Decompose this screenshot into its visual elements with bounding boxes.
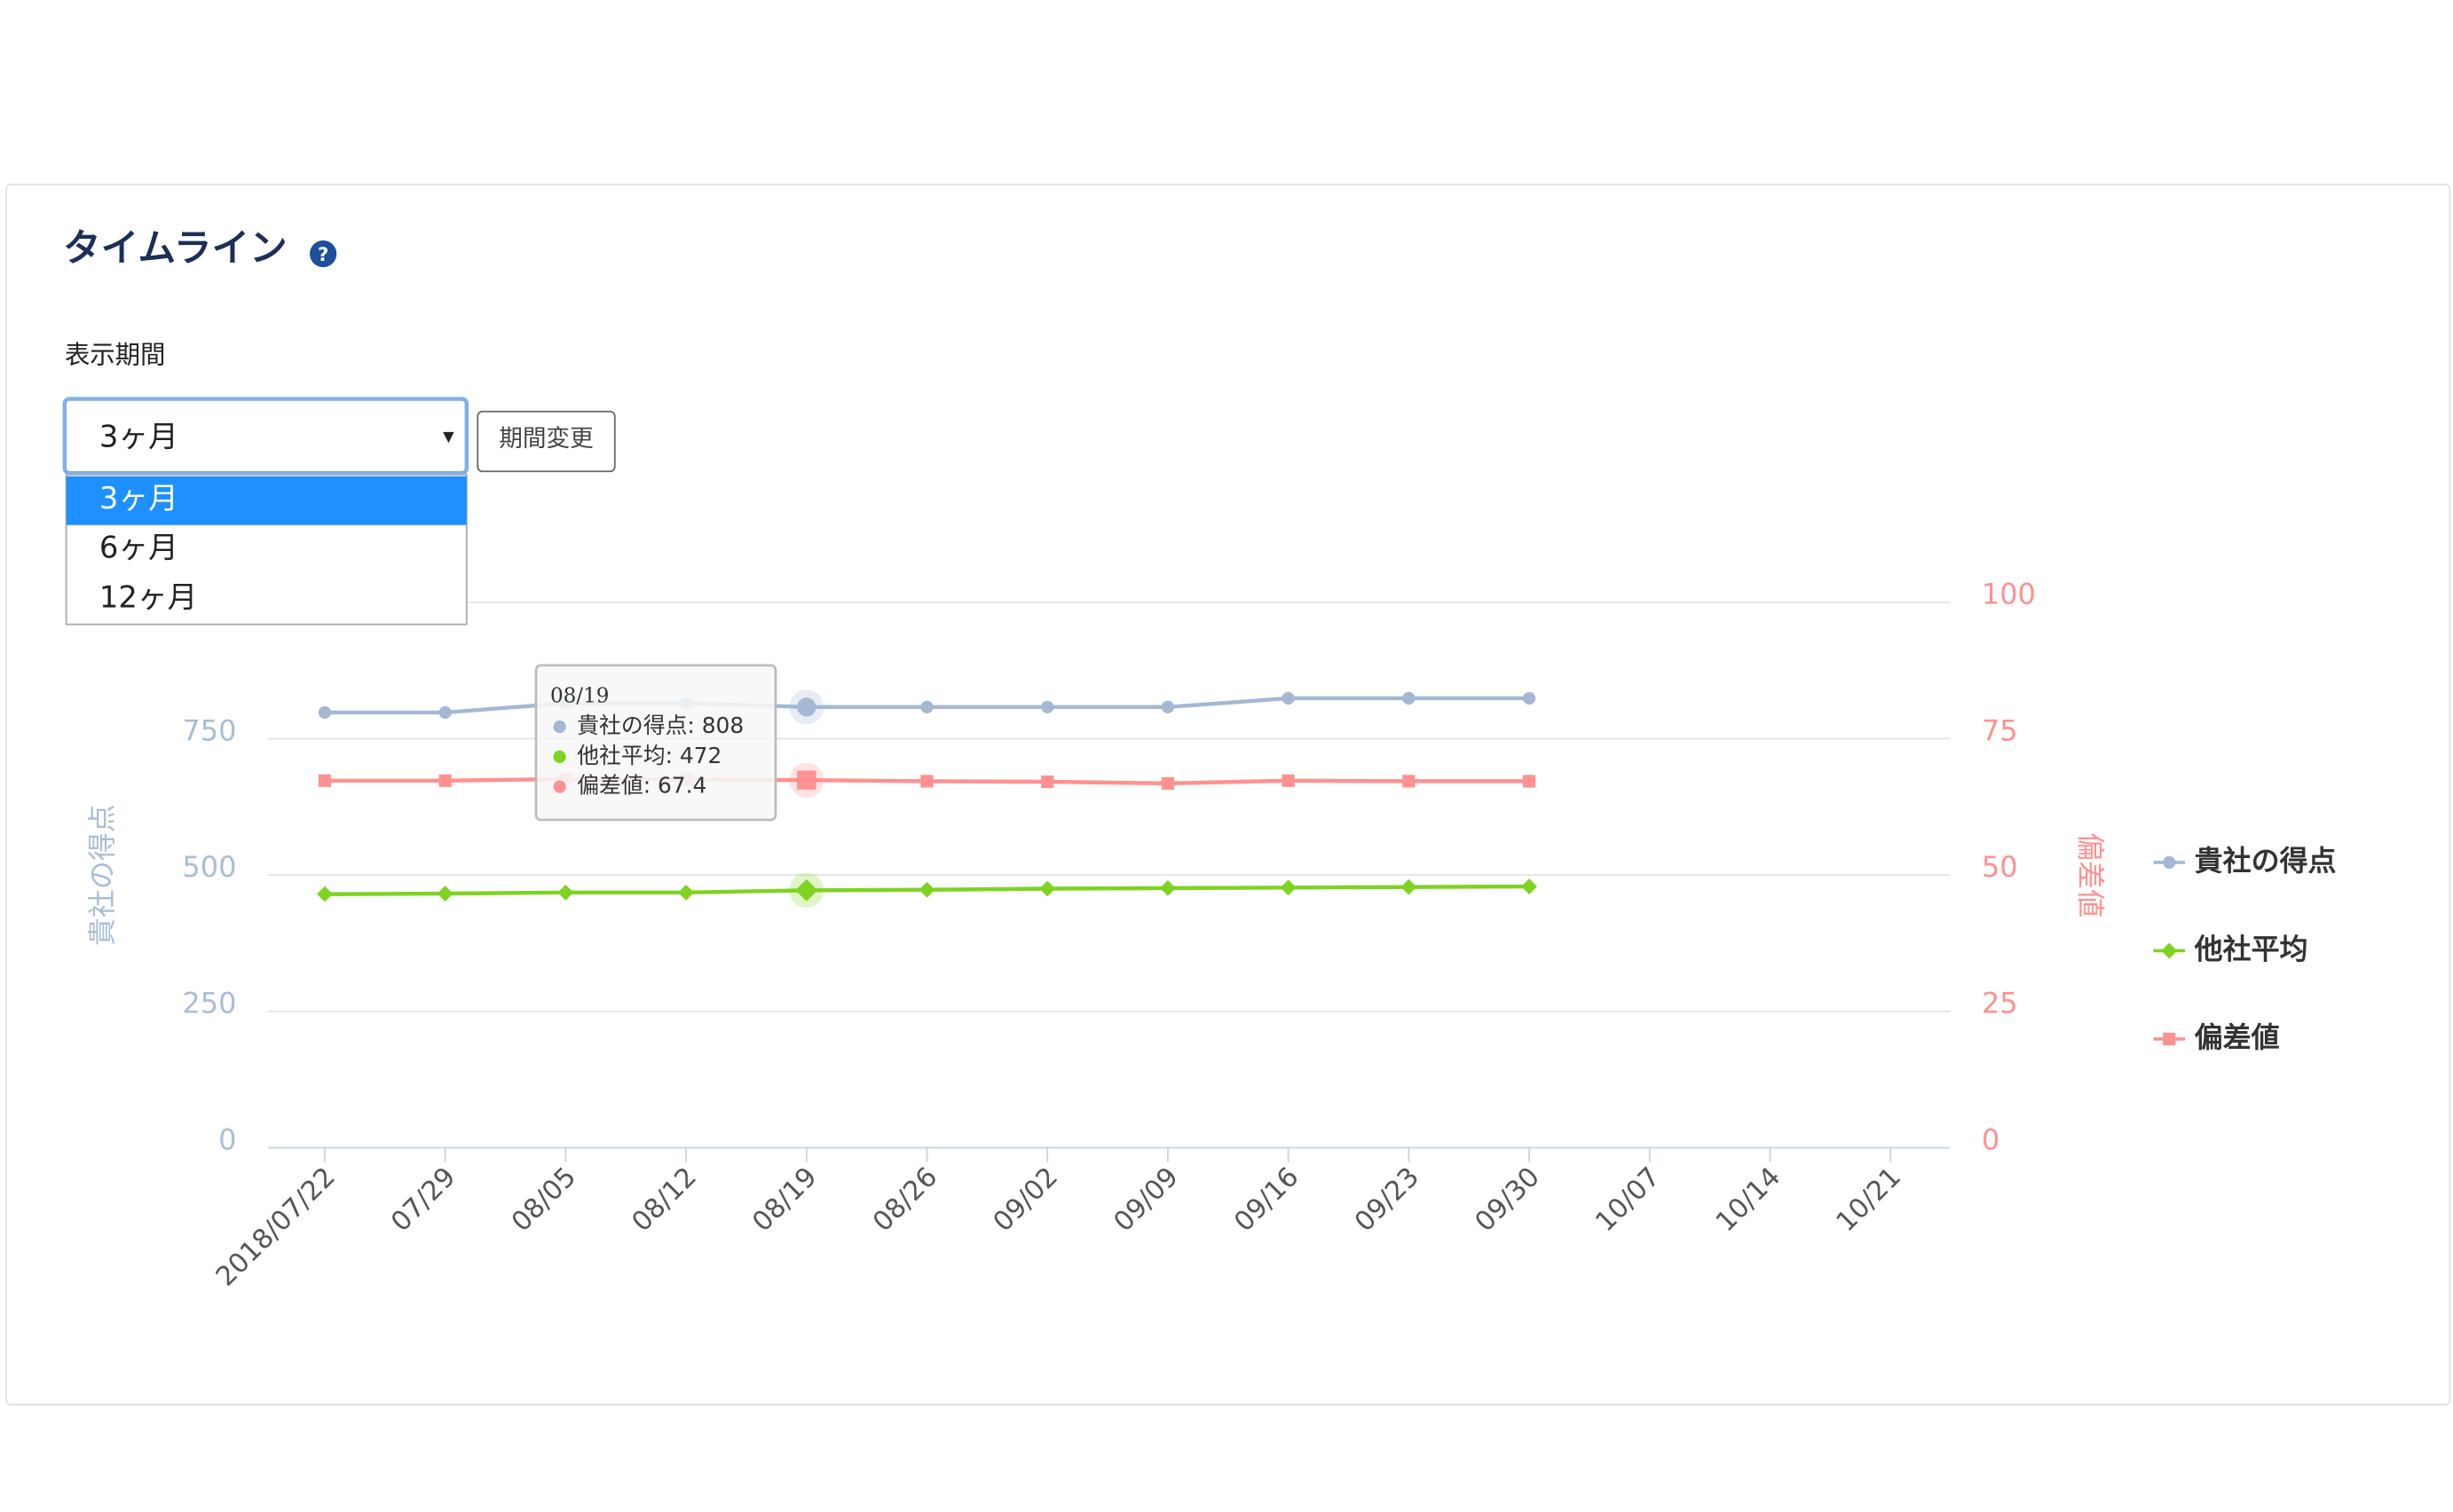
card <box>5 184 2451 1406</box>
option[interactable]: 6ヶ月 <box>99 531 178 565</box>
point <box>797 697 816 717</box>
select-value: 3ヶ月 <box>99 419 178 453</box>
point <box>1161 700 1175 713</box>
point <box>920 775 934 788</box>
option-list: 3ヶ月 6ヶ月 12ヶ月 <box>65 473 468 626</box>
y2-tick-label: 25 <box>1982 987 2018 1020</box>
point <box>2163 1032 2176 1046</box>
card-title: タイムライン <box>63 226 288 271</box>
help-mark: ? <box>318 244 328 266</box>
point <box>1521 878 1537 894</box>
tooltip-row: 偏差値: 67.4 <box>577 773 706 799</box>
point <box>1160 880 1176 896</box>
point <box>1522 691 1536 705</box>
legend-label[interactable]: 他社平均 <box>2194 932 2308 965</box>
tooltip-dot <box>553 750 566 763</box>
help-icon[interactable]: ? <box>310 240 337 268</box>
point <box>1282 691 1295 705</box>
period-button[interactable]: 期間変更 <box>477 410 616 473</box>
point <box>318 774 332 787</box>
tooltip-dot <box>553 780 566 793</box>
select-box <box>62 397 469 476</box>
point <box>1041 775 1054 789</box>
y-axis-label: 貴社の得点 <box>85 804 119 946</box>
help-circle <box>310 240 337 268</box>
select-arrow <box>443 431 454 444</box>
legend-label[interactable]: 貴社の得点 <box>2195 844 2337 878</box>
button-label: 期間変更 <box>499 425 593 453</box>
tooltip-title: 08/19 <box>550 684 610 707</box>
legend-label[interactable]: 偏差値 <box>2195 1020 2280 1054</box>
period-label: 表示期間 <box>65 341 166 370</box>
point <box>318 705 332 720</box>
y-tick-label: 250 <box>182 987 236 1020</box>
point <box>1041 700 1054 713</box>
y-tick-label: 500 <box>182 850 236 884</box>
point <box>2161 942 2178 959</box>
option[interactable]: 12ヶ月 <box>99 580 197 615</box>
period-select[interactable]: 3ヶ月 <box>62 397 469 476</box>
point <box>1402 691 1416 705</box>
point <box>1161 776 1175 790</box>
option[interactable]: 3ヶ月 <box>99 481 178 516</box>
y2-tick-label: 50 <box>1982 850 2018 884</box>
tooltip-dot <box>553 721 566 734</box>
y-tick-label: 0 <box>218 1122 236 1156</box>
point <box>1282 774 1295 787</box>
point <box>797 770 816 790</box>
y2-tick-label: 100 <box>1982 578 2036 611</box>
y2-axis-label: 偏差値 <box>2074 832 2108 917</box>
point <box>438 774 452 787</box>
point <box>438 705 452 720</box>
point <box>919 881 935 898</box>
y2-tick-label: 0 <box>1982 1122 1999 1156</box>
point <box>1039 880 1056 897</box>
option-highlight <box>66 476 467 525</box>
tooltip-row: 貴社の得点: 808 <box>577 713 744 738</box>
point <box>557 884 574 901</box>
point <box>437 886 454 902</box>
point <box>795 878 818 902</box>
point <box>920 700 934 713</box>
point <box>1522 775 1536 788</box>
point <box>1402 775 1416 788</box>
tooltip-row: 他社平均: 472 <box>577 743 722 768</box>
tooltip-box <box>534 664 777 822</box>
point <box>1280 879 1297 896</box>
point <box>2163 855 2176 870</box>
y-tick-label: 750 <box>182 713 236 747</box>
button-box <box>477 410 616 473</box>
y2-tick-label: 75 <box>1982 713 2018 747</box>
